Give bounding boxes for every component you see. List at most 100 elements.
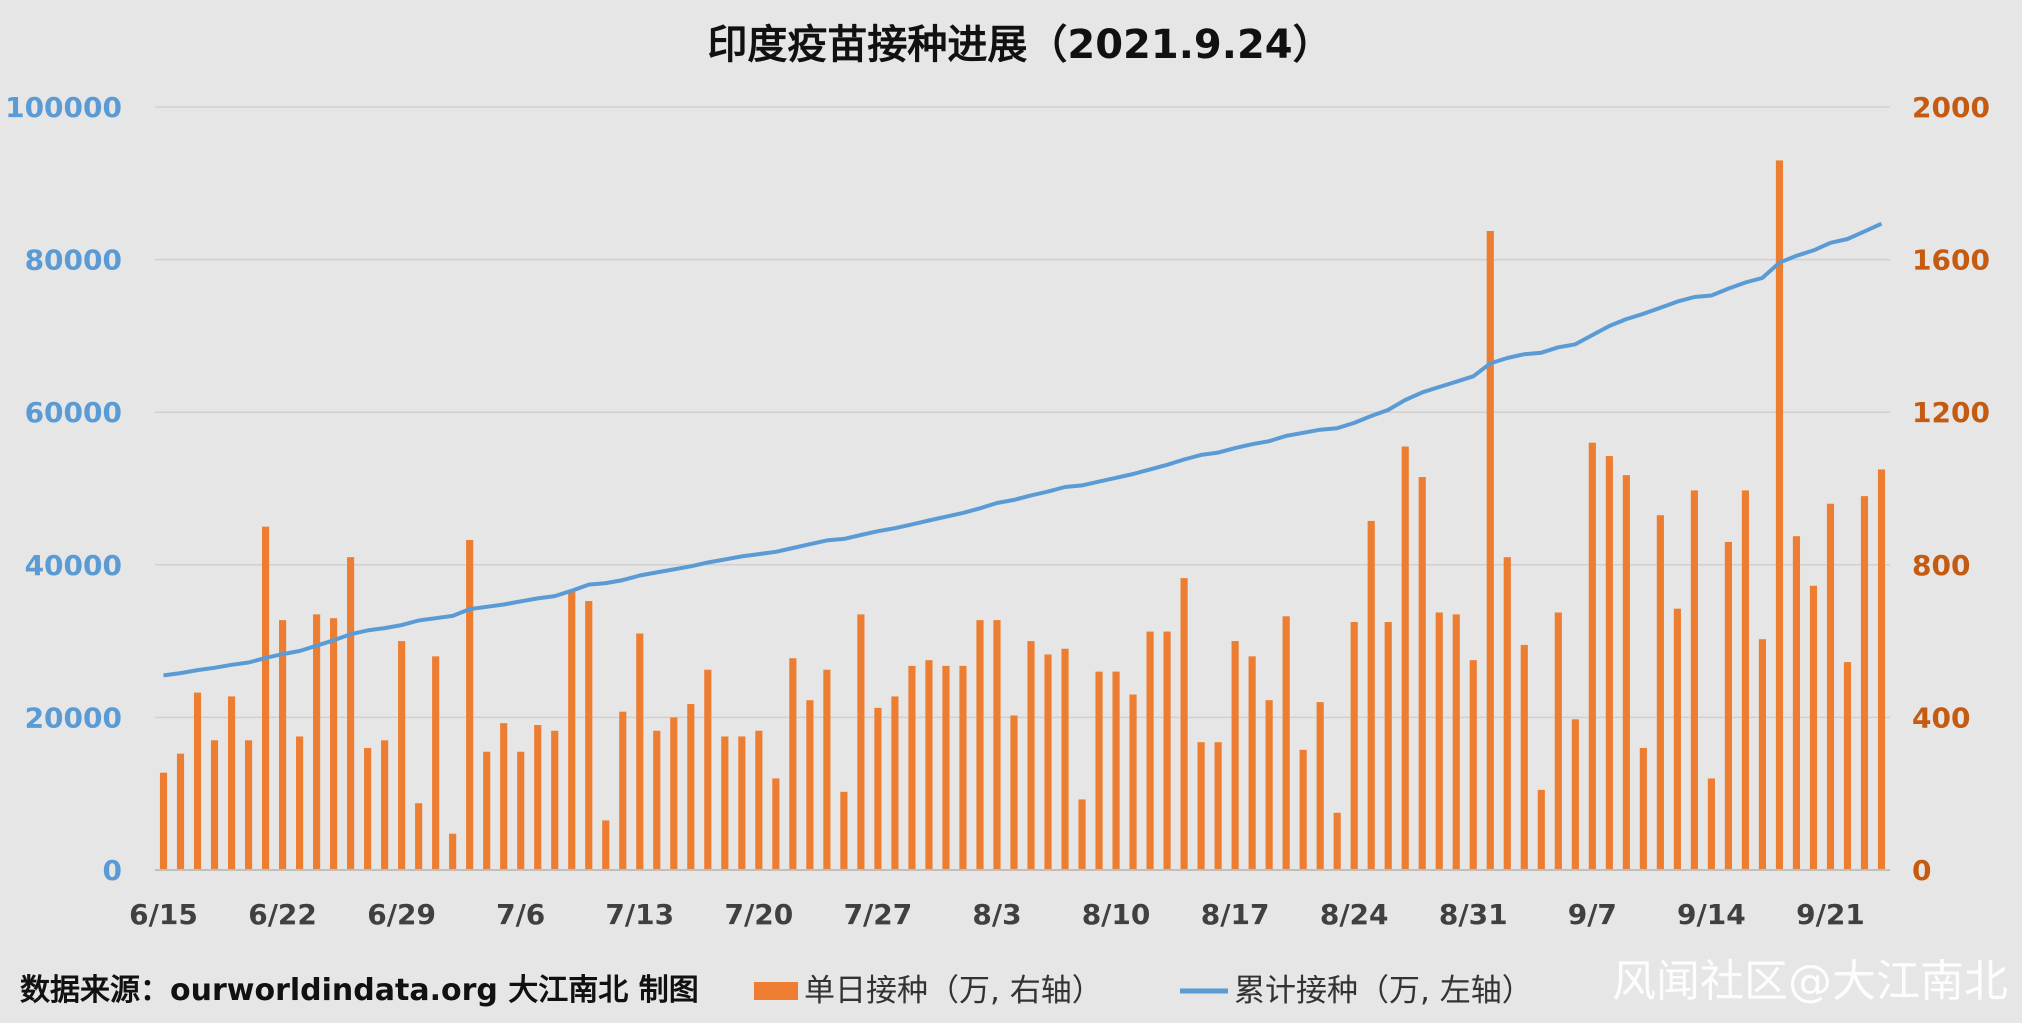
daily-bar	[1469, 660, 1477, 870]
left-axis: 0 20000 40000 60000 80000 100000	[5, 91, 122, 887]
x-tick-label: 8/31	[1439, 898, 1508, 931]
daily-bar	[1282, 616, 1290, 870]
x-tick-label: 6/29	[367, 898, 436, 931]
x-tick-label: 8/10	[1082, 898, 1151, 931]
daily-bar	[925, 660, 933, 870]
daily-bar	[1435, 612, 1443, 870]
daily-bar	[772, 778, 780, 870]
right-tick-label: 1200	[1912, 396, 1990, 429]
daily-bar	[1571, 719, 1579, 870]
daily-bar	[874, 707, 882, 870]
daily-bar	[908, 665, 916, 870]
daily-bar	[1197, 742, 1205, 870]
daily-bar	[1299, 749, 1307, 870]
daily-bar	[1758, 639, 1766, 870]
chart-title: 印度疫苗接种进展（2021.9.24）	[707, 22, 1332, 68]
legend: 单日接种（万, 右轴） 累计接种（万, 左轴）	[754, 973, 1533, 1009]
left-tick-label: 80000	[25, 244, 122, 277]
daily-bar	[1061, 648, 1069, 870]
daily-bar	[1452, 614, 1460, 870]
right-axis: 0 400 800 1200 1600 2000	[1912, 91, 1990, 887]
daily-bar	[789, 658, 797, 870]
daily-bar	[806, 700, 814, 870]
daily-bar	[1792, 536, 1801, 870]
daily-bar	[1010, 715, 1018, 870]
daily-bar	[449, 833, 457, 870]
cumulative-line	[163, 221, 1883, 678]
daily-bar	[1418, 477, 1426, 870]
daily-bar	[1095, 671, 1103, 870]
cumulative-series-line	[163, 221, 1883, 678]
daily-bar	[585, 601, 593, 870]
daily-bar	[942, 665, 950, 870]
daily-bar	[1333, 812, 1341, 870]
daily-bar	[1877, 469, 1886, 870]
left-tick-label: 20000	[25, 701, 122, 734]
right-tick-label: 1600	[1912, 244, 1990, 277]
daily-bar	[381, 740, 389, 870]
daily-bar	[687, 704, 695, 870]
daily-bar	[1520, 644, 1528, 870]
daily-bar	[1554, 612, 1562, 870]
legend-label-cumulative: 累计接种（万, 左轴）	[1234, 973, 1533, 1009]
daily-bar	[1265, 700, 1273, 870]
daily-bar	[313, 614, 321, 870]
daily-bar	[227, 696, 236, 870]
daily-bar	[755, 730, 763, 870]
x-tick-label: 8/17	[1201, 898, 1270, 931]
daily-bar	[1129, 694, 1137, 870]
daily-bar	[704, 669, 712, 870]
daily-bar	[176, 753, 185, 870]
x-tick-label: 8/3	[972, 898, 1021, 931]
daily-bar	[1316, 702, 1324, 870]
daily-bar	[1622, 475, 1630, 870]
x-tick-label: 7/13	[605, 898, 674, 931]
daily-bar	[1741, 490, 1749, 870]
daily-bar	[296, 736, 304, 870]
daily-bar	[364, 747, 372, 870]
daily-bar	[244, 740, 253, 870]
daily-bar	[670, 717, 678, 870]
left-tick-label: 0	[103, 854, 122, 887]
daily-bar	[261, 526, 270, 870]
daily-bar	[823, 669, 831, 870]
daily-bar	[1350, 622, 1358, 870]
daily-bar	[1503, 557, 1511, 870]
daily-bar	[432, 656, 440, 870]
x-tick-label: 7/20	[725, 898, 794, 931]
left-tick-label: 40000	[25, 549, 122, 582]
daily-bar	[840, 791, 848, 870]
daily-bar	[653, 730, 661, 870]
daily-bar	[1809, 585, 1818, 870]
daily-bar	[1112, 671, 1120, 870]
legend-label-daily: 单日接种（万, 右轴）	[804, 973, 1103, 1009]
daily-bar	[959, 665, 967, 870]
daily-bar	[1588, 442, 1596, 870]
x-tick-label: 6/22	[248, 898, 317, 931]
left-tick-label: 100000	[5, 91, 122, 124]
daily-bar	[330, 618, 338, 870]
daily-bar	[721, 736, 729, 870]
daily-bar	[1163, 631, 1171, 870]
daily-bar	[1078, 799, 1086, 870]
daily-bar	[891, 696, 899, 870]
daily-bar	[1027, 641, 1035, 870]
daily-bar	[636, 633, 644, 870]
legend-swatch-daily	[754, 982, 798, 1000]
right-tick-label: 2000	[1912, 91, 1990, 124]
x-tick-label: 8/24	[1320, 898, 1389, 931]
x-tick-label: 9/14	[1677, 898, 1746, 931]
daily-bar	[568, 591, 576, 870]
daily-bar	[1180, 578, 1188, 870]
daily-bar	[1367, 520, 1375, 870]
daily-bar	[347, 557, 355, 870]
daily-bar	[500, 723, 508, 870]
daily-bar	[1231, 641, 1239, 870]
daily-bar	[1605, 456, 1613, 870]
x-tick-label: 7/27	[844, 898, 913, 931]
daily-bar	[1673, 608, 1681, 870]
daily-bar	[857, 614, 865, 870]
right-tick-label: 800	[1912, 549, 1970, 582]
